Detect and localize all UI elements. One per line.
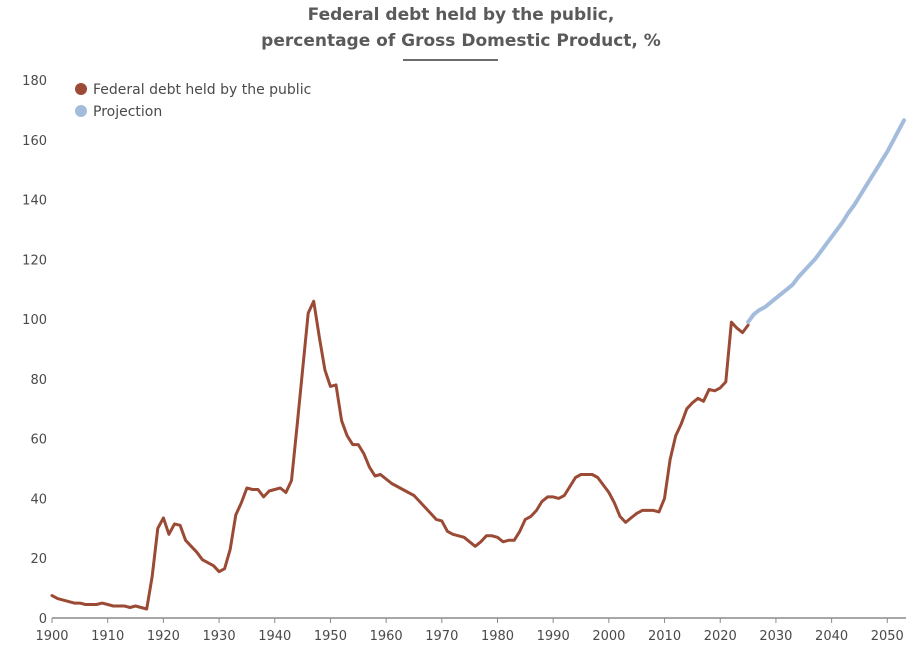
y-tick-label: 120 <box>22 253 47 268</box>
x-tick-label: 2050 <box>871 629 904 644</box>
x-tick-label: 2020 <box>704 629 737 644</box>
legend-swatch-projection <box>75 105 87 117</box>
series-line-debt <box>50 299 750 611</box>
y-tick-label: 160 <box>22 134 47 149</box>
y-tick-label: 80 <box>30 373 47 388</box>
chart-title-line-2: percentage of Gross Domestic Product, % <box>261 31 661 51</box>
x-tick-label: 1980 <box>481 629 514 644</box>
x-tick-label: 2000 <box>592 629 625 644</box>
chart-title: Federal debt held by the public, percent… <box>0 2 922 54</box>
x-tick-label: 2030 <box>759 629 792 644</box>
title-underline <box>403 59 498 61</box>
series-line-projection <box>746 118 906 325</box>
x-tick-label: 1900 <box>35 629 68 644</box>
legend-label-projection: Projection <box>93 104 162 120</box>
x-tick-label: 1950 <box>314 629 347 644</box>
x-tick-label: 2010 <box>648 629 681 644</box>
x-tick-label: 1940 <box>258 629 291 644</box>
x-tick-label: 1920 <box>147 629 180 644</box>
legend: Federal debt held by the public Projecti… <box>75 82 311 120</box>
y-tick-label: 20 <box>30 552 47 567</box>
x-tick-label: 1960 <box>370 629 403 644</box>
y-tick-label: 180 <box>22 74 47 89</box>
y-tick-label: 0 <box>39 612 47 627</box>
chart-title-line-1: Federal debt held by the public, <box>307 5 615 25</box>
x-tick-label: 1930 <box>203 629 236 644</box>
y-tick-label: 140 <box>22 194 47 209</box>
series-layer <box>50 118 906 611</box>
legend-label-debt: Federal debt held by the public <box>93 82 311 98</box>
y-tick-label: 60 <box>30 433 47 448</box>
y-tick-label: 40 <box>30 492 47 507</box>
legend-swatch-debt <box>75 83 87 95</box>
x-tick-label: 1990 <box>537 629 570 644</box>
x-tick-label: 1970 <box>425 629 458 644</box>
x-tick-label: 1910 <box>91 629 124 644</box>
y-tick-label: 100 <box>22 313 47 328</box>
x-tick-label: 2040 <box>815 629 848 644</box>
